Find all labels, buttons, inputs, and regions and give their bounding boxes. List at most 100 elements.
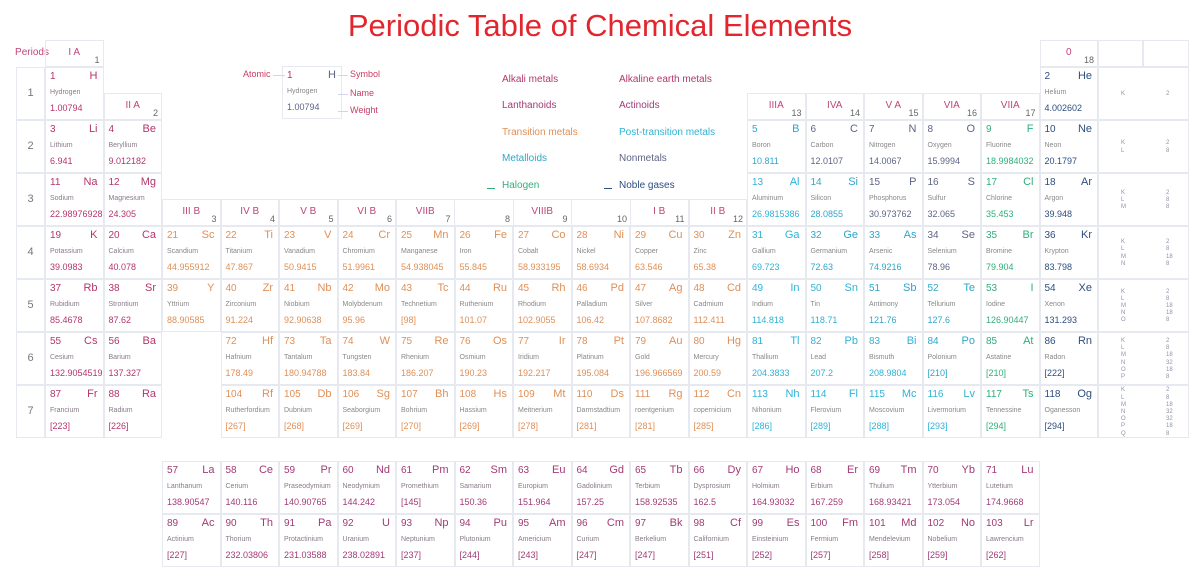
element-cell-bh[interactable]: 107 Bh Bohrium [270] [396, 385, 455, 438]
element-cell-i[interactable]: 53 I Iodine 126.90447 [981, 279, 1040, 332]
element-cell-sg[interactable]: 106 Sg Seaborgium [269] [337, 385, 396, 438]
element-cell-se[interactable]: 34 Se Selenium 78.96 [922, 226, 981, 279]
element-cell-pu[interactable]: 94 Pu Plutonium [244] [454, 514, 513, 567]
element-cell-be[interactable]: 4 Be Beryllium 9.012182 [103, 120, 162, 173]
element-cell-ta[interactable]: 73 Ta Tantalum 180.94788 [279, 332, 338, 385]
element-cell-nh[interactable]: 113 Nh Nihonium [286] [747, 385, 806, 438]
element-cell-xe[interactable]: 54 Xe Xenon 131.293 [1039, 279, 1098, 332]
element-cell-ag[interactable]: 47 Ag Silver 107.8682 [630, 279, 689, 332]
element-cell-ar[interactable]: 18 Ar Argon 39.948 [1039, 173, 1098, 226]
element-cell-fe[interactable]: 26 Fe Iron 55.845 [454, 226, 513, 279]
element-cell-og[interactable]: 118 Og Oganesson [294] [1039, 385, 1098, 438]
element-cell-db[interactable]: 105 Db Dubnium [268] [279, 385, 338, 438]
element-cell-in[interactable]: 49 In Indium 114.818 [747, 279, 806, 332]
element-cell-tm[interactable]: 69 Tm Thulium 168.93421 [864, 461, 923, 514]
element-cell-lr[interactable]: 103 Lr Lawrencium [262] [981, 514, 1040, 567]
element-cell-po[interactable]: 84 Po Polonium [210] [922, 332, 981, 385]
element-cell-cs[interactable]: 55 Cs Cesium 132.9054519 [45, 332, 104, 385]
element-cell-at[interactable]: 85 At Astatine [210] [981, 332, 1040, 385]
element-cell-th[interactable]: 90 Th Thorium 232.03806 [220, 514, 279, 567]
element-cell-mg[interactable]: 12 Mg Magnesium 24.305 [103, 173, 162, 226]
element-cell-br[interactable]: 35 Br Bromine 79.904 [981, 226, 1040, 279]
element-cell-pr[interactable]: 59 Pr Praseodymium 140.90765 [279, 461, 338, 514]
element-cell-s[interactable]: 16 S Sulfur 32.065 [922, 173, 981, 226]
element-cell-li[interactable]: 3 Li Lithium 6.941 [45, 120, 104, 173]
element-cell-cu[interactable]: 29 Cu Copper 63.546 [630, 226, 689, 279]
element-cell-dy[interactable]: 66 Dy Dysprosium 162.5 [688, 461, 747, 514]
element-cell-na[interactable]: 11 Na Sodium 22.98976928 [45, 173, 104, 226]
element-cell-es[interactable]: 99 Es Einsteinium [252] [747, 514, 806, 567]
element-cell-ni[interactable]: 28 Ni Nickel 58.6934 [571, 226, 630, 279]
element-cell-mc[interactable]: 115 Mc Moscovium [288] [864, 385, 923, 438]
element-cell-c[interactable]: 6 C Carbon 12.0107 [805, 120, 864, 173]
element-cell-tc[interactable]: 43 Tc Technetium [98] [396, 279, 455, 332]
element-cell-pb[interactable]: 82 Pb Lead 207.2 [805, 332, 864, 385]
element-cell-no[interactable]: 102 No Nobelium [259] [922, 514, 981, 567]
element-cell-fr[interactable]: 87 Fr Francium [223] [45, 385, 104, 438]
element-cell-nb[interactable]: 41 Nb Niobium 92.90638 [279, 279, 338, 332]
element-cell-ge[interactable]: 32 Ge Germanium 72.63 [805, 226, 864, 279]
element-cell-k[interactable]: 19 K Potassium 39.0983 [45, 226, 104, 279]
element-cell-yb[interactable]: 70 Yb Ytterbium 173.054 [922, 461, 981, 514]
element-cell-eu[interactable]: 63 Eu Europium 151.964 [513, 461, 572, 514]
element-cell-ho[interactable]: 67 Ho Holmium 164.93032 [747, 461, 806, 514]
element-cell-y[interactable]: 39 Y Yttrium 88.90585 [162, 279, 221, 332]
element-cell-ne[interactable]: 10 Ne Neon 20.1797 [1039, 120, 1098, 173]
element-cell-cr[interactable]: 24 Cr Chromium 51.9961 [337, 226, 396, 279]
element-cell-zr[interactable]: 40 Zr Zirconium 91.224 [220, 279, 279, 332]
element-cell-ts[interactable]: 117 Ts Tennessine [294] [981, 385, 1040, 438]
element-cell-p[interactable]: 15 P Phosphorus 30.973762 [864, 173, 923, 226]
element-cell-ca[interactable]: 20 Ca Calcium 40.078 [103, 226, 162, 279]
element-cell-he[interactable]: 2 He Helium 4.002602 [1039, 67, 1098, 120]
element-cell-co[interactable]: 27 Co Cobalt 58.933195 [513, 226, 572, 279]
element-cell-re[interactable]: 75 Re Rhenium 186.207 [396, 332, 455, 385]
element-cell-tl[interactable]: 81 Tl Thallium 204.3833 [747, 332, 806, 385]
element-cell-cd[interactable]: 48 Cd Cadmium 112.411 [688, 279, 747, 332]
element-cell-al[interactable]: 13 Al Aluminum 26.9815386 [747, 173, 806, 226]
element-cell-ds[interactable]: 110 Ds Darmstadtium [281] [571, 385, 630, 438]
element-cell-as[interactable]: 33 As Arsenic 74.9216 [864, 226, 923, 279]
element-cell-h[interactable]: 1 H Hydrogen 1.00794 [45, 67, 104, 120]
element-cell-md[interactable]: 101 Md Mendelevium [258] [864, 514, 923, 567]
element-cell-pa[interactable]: 91 Pa Protactinium 231.03588 [279, 514, 338, 567]
element-cell-ra[interactable]: 88 Ra Radium [226] [103, 385, 162, 438]
element-cell-si[interactable]: 14 Si Silicon 28.0855 [805, 173, 864, 226]
element-cell-bi[interactable]: 83 Bi Bismuth 208.9804 [864, 332, 923, 385]
element-cell-ac[interactable]: 89 Ac Actinium [227] [162, 514, 221, 567]
element-cell-ba[interactable]: 56 Ba Barium 137.327 [103, 332, 162, 385]
element-cell-rh[interactable]: 45 Rh Rhodium 102.9055 [513, 279, 572, 332]
element-cell-rf[interactable]: 104 Rf Rutherfordium [267] [220, 385, 279, 438]
element-cell-mo[interactable]: 42 Mo Molybdenum 95.96 [337, 279, 396, 332]
element-cell-am[interactable]: 95 Am Americium [243] [513, 514, 572, 567]
element-cell-rb[interactable]: 37 Rb Rubidium 85.4678 [45, 279, 104, 332]
element-cell-pm[interactable]: 61 Pm Promethium [145] [396, 461, 455, 514]
element-cell-rg[interactable]: 111 Rg roentgenium [281] [630, 385, 689, 438]
element-cell-b[interactable]: 5 B Boron 10.811 [747, 120, 806, 173]
element-cell-hf[interactable]: 72 Hf Hafnium 178.49 [220, 332, 279, 385]
element-cell-o[interactable]: 8 O Oxygen 15.9994 [922, 120, 981, 173]
element-cell-sb[interactable]: 51 Sb Antimony 121.76 [864, 279, 923, 332]
element-cell-hs[interactable]: 108 Hs Hassium [269] [454, 385, 513, 438]
element-cell-np[interactable]: 93 Np Neptunium [237] [396, 514, 455, 567]
element-cell-tb[interactable]: 65 Tb Terbium 158.92535 [630, 461, 689, 514]
element-cell-er[interactable]: 68 Er Erbium 167.259 [805, 461, 864, 514]
element-cell-cm[interactable]: 96 Cm Curium [247] [571, 514, 630, 567]
element-cell-ti[interactable]: 22 Ti Titanium 47.867 [220, 226, 279, 279]
element-cell-gd[interactable]: 64 Gd Gadolinium 157.25 [571, 461, 630, 514]
element-cell-sm[interactable]: 62 Sm Samarium 150.36 [454, 461, 513, 514]
element-cell-fm[interactable]: 100 Fm Fermium [257] [805, 514, 864, 567]
element-cell-os[interactable]: 76 Os Osmium 190.23 [454, 332, 513, 385]
element-cell-sn[interactable]: 50 Sn Tin 118.71 [805, 279, 864, 332]
element-cell-la[interactable]: 57 La Lanthanum 138.90547 [162, 461, 221, 514]
element-cell-hg[interactable]: 80 Hg Mercury 200.59 [688, 332, 747, 385]
element-cell-au[interactable]: 79 Au Gold 196.966569 [630, 332, 689, 385]
element-cell-nd[interactable]: 60 Nd Neodymium 144.242 [337, 461, 396, 514]
element-cell-fl[interactable]: 114 Fl Flerovium [289] [805, 385, 864, 438]
element-cell-lu[interactable]: 71 Lu Lutetium 174.9668 [981, 461, 1040, 514]
element-cell-mn[interactable]: 25 Mn Manganese 54.938045 [396, 226, 455, 279]
element-cell-f[interactable]: 9 F Fluorine 18.9984032 [981, 120, 1040, 173]
element-cell-cl[interactable]: 17 Cl Chlorine 35.453 [981, 173, 1040, 226]
element-cell-mt[interactable]: 109 Mt Meitnerium [278] [513, 385, 572, 438]
element-cell-w[interactable]: 74 W Tungsten 183.84 [337, 332, 396, 385]
element-cell-v[interactable]: 23 V Vanadium 50.9415 [279, 226, 338, 279]
